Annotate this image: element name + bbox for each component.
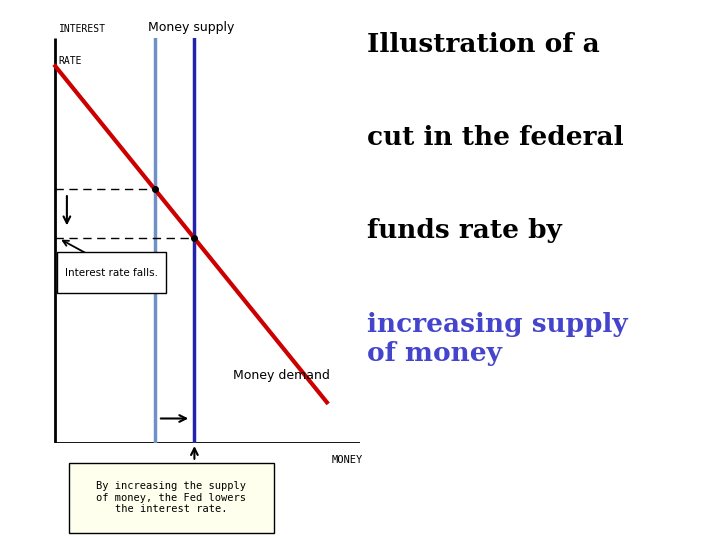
Text: funds rate by: funds rate by bbox=[367, 218, 562, 244]
Text: Illustration of a: Illustration of a bbox=[367, 32, 600, 57]
Text: Interest rate falls.: Interest rate falls. bbox=[65, 268, 158, 278]
Text: Money supply: Money supply bbox=[148, 21, 234, 33]
Text: RATE: RATE bbox=[58, 56, 82, 66]
Text: INTEREST: INTEREST bbox=[58, 24, 106, 33]
FancyBboxPatch shape bbox=[68, 463, 274, 532]
Text: cut in the federal: cut in the federal bbox=[367, 125, 624, 150]
Text: By increasing the supply
of money, the Fed lowers
the interest rate.: By increasing the supply of money, the F… bbox=[96, 481, 246, 514]
FancyBboxPatch shape bbox=[57, 253, 166, 293]
Text: MONEY: MONEY bbox=[332, 455, 364, 465]
Text: Money demand: Money demand bbox=[233, 369, 330, 382]
Text: increasing supply
of money: increasing supply of money bbox=[367, 312, 628, 366]
